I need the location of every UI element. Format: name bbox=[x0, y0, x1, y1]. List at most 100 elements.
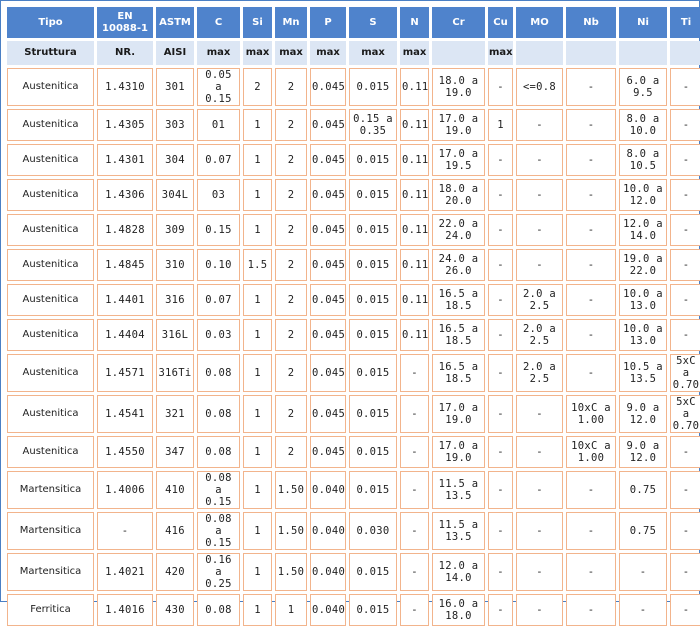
table-row: Martensitica 1.4021 420 0.16 a 0.25 1 1.50 0.0… bbox=[7, 553, 700, 591]
cell-mn: 2 bbox=[275, 319, 307, 351]
cell-tipo: Austenitica bbox=[7, 284, 94, 316]
cell-cu: - bbox=[488, 179, 513, 211]
cell-si: 1 bbox=[243, 594, 272, 626]
cell-n: - bbox=[400, 471, 429, 509]
cell-cu: - bbox=[488, 436, 513, 468]
table-row: Martensitica -416 0.08 a 0.15 1 1.50 0.040 0.0… bbox=[7, 512, 700, 550]
cell-si: 1 bbox=[243, 436, 272, 468]
cell-n: - bbox=[400, 512, 429, 550]
cell-c: 0.08 bbox=[197, 395, 240, 433]
header-cell-c: C bbox=[197, 7, 240, 38]
cell-mo: - bbox=[516, 471, 563, 509]
subheader-cell-tipo: Struttura bbox=[7, 41, 94, 65]
cell-s: 0.015 bbox=[349, 354, 397, 392]
cell-en-10088-1: 1.4006 bbox=[97, 471, 153, 509]
cell-c: 0.03 bbox=[197, 319, 240, 351]
cell-tipo: Austenitica bbox=[7, 354, 94, 392]
cell-si: 1 bbox=[243, 284, 272, 316]
cell-tipo: Ferritica bbox=[7, 594, 94, 626]
cell-en-10088-1: - bbox=[97, 512, 153, 550]
cell-ti: - bbox=[670, 68, 700, 106]
cell-en-10088-1: 1.4016 bbox=[97, 594, 153, 626]
cell-nb: - bbox=[566, 214, 616, 246]
cell-s: 0.015 bbox=[349, 436, 397, 468]
cell-en-10088-1: 1.4306 bbox=[97, 179, 153, 211]
cell-mn: 2 bbox=[275, 109, 307, 141]
cell-s: 0.015 bbox=[349, 144, 397, 176]
cell-astm: 303 bbox=[156, 109, 194, 141]
cell-s: 0.015 bbox=[349, 68, 397, 106]
cell-s: 0.015 bbox=[349, 471, 397, 509]
cell-mo: <=0.8 bbox=[516, 68, 563, 106]
cell-tipo: Austenitica bbox=[7, 68, 94, 106]
table-row: Ferritica 1.4016 430 0.08 1 1 0.040 0.015-16.0 … bbox=[7, 594, 700, 626]
cell-c: 0.07 bbox=[197, 144, 240, 176]
cell-s: 0.015 bbox=[349, 594, 397, 626]
cell-ti: - bbox=[670, 284, 700, 316]
cell-ni: 10.0 a 13.0 bbox=[619, 319, 667, 351]
cell-p: 0.045 bbox=[310, 68, 346, 106]
cell-nb: - bbox=[566, 471, 616, 509]
cell-cr: 18.0 a 19.0 bbox=[432, 68, 485, 106]
cell-mn: 1.50 bbox=[275, 471, 307, 509]
cell-p: 0.045 bbox=[310, 436, 346, 468]
header-cell-tipo: Tipo bbox=[7, 7, 94, 38]
subheader-cell-cu: max bbox=[488, 41, 513, 65]
cell-cu: - bbox=[488, 512, 513, 550]
cell-p: 0.045 bbox=[310, 249, 346, 281]
cell-cr: 22.0 a 24.0 bbox=[432, 214, 485, 246]
cell-cu: - bbox=[488, 395, 513, 433]
subheader-cell-ni bbox=[619, 41, 667, 65]
cell-en-10088-1: 1.4828 bbox=[97, 214, 153, 246]
cell-astm: 316 bbox=[156, 284, 194, 316]
cell-cr: 18.0 a 20.0 bbox=[432, 179, 485, 211]
cell-mo: - bbox=[516, 214, 563, 246]
cell-nb: - bbox=[566, 512, 616, 550]
cell-ni: 0.75 bbox=[619, 512, 667, 550]
cell-n: 0.11 bbox=[400, 179, 429, 211]
cell-nb: - bbox=[566, 144, 616, 176]
cell-cr: 16.5 a 18.5 bbox=[432, 319, 485, 351]
cell-s: 0.15 a 0.35 bbox=[349, 109, 397, 141]
cell-en-10088-1: 1.4021 bbox=[97, 553, 153, 591]
table-row: Austenitica 1.4306 304L 03 1 2 0.045 0.015 0.11 1… bbox=[7, 179, 700, 211]
cell-ti: - bbox=[670, 553, 700, 591]
cell-tipo: Martensitica bbox=[7, 512, 94, 550]
table-row: Austenitica 1.4310 301 0.05 a 0.15 2 2 0.045 0.… bbox=[7, 68, 700, 106]
cell-nb: 10xC a 1.00 bbox=[566, 436, 616, 468]
cell-ti: 5xC a 0.70 bbox=[670, 395, 700, 433]
cell-cr: 11.5 a 13.5 bbox=[432, 512, 485, 550]
cell-cu: - bbox=[488, 354, 513, 392]
subheader-cell-mo bbox=[516, 41, 563, 65]
cell-ti: - bbox=[670, 436, 700, 468]
steel-composition-table: Tipo EN 10088-1 ASTM C Si Mn P S N Cr Cu MO Nb Ni Ti S… bbox=[4, 4, 700, 629]
cell-s: 0.030 bbox=[349, 512, 397, 550]
cell-tipo: Martensitica bbox=[7, 553, 94, 591]
cell-astm: 316Ti bbox=[156, 354, 194, 392]
cell-en-10088-1: 1.4550 bbox=[97, 436, 153, 468]
cell-astm: 416 bbox=[156, 512, 194, 550]
cell-mn: 2 bbox=[275, 144, 307, 176]
cell-mo: - bbox=[516, 553, 563, 591]
cell-c: 0.08 bbox=[197, 436, 240, 468]
cell-si: 1 bbox=[243, 354, 272, 392]
subheader-row: Struttura NR. AISI max max max max max max max bbox=[7, 41, 700, 65]
cell-en-10088-1: 1.4541 bbox=[97, 395, 153, 433]
cell-tipo: Austenitica bbox=[7, 249, 94, 281]
cell-tipo: Austenitica bbox=[7, 144, 94, 176]
cell-p: 0.045 bbox=[310, 284, 346, 316]
cell-ni: 8.0 a 10.5 bbox=[619, 144, 667, 176]
cell-ni: 9.0 a 12.0 bbox=[619, 436, 667, 468]
table-body: Austenitica 1.4310 301 0.05 a 0.15 2 2 0.045 0.… bbox=[7, 68, 700, 626]
cell-tipo: Martensitica bbox=[7, 471, 94, 509]
cell-mo: - bbox=[516, 395, 563, 433]
cell-si: 1 bbox=[243, 553, 272, 591]
cell-c: 0.07 bbox=[197, 284, 240, 316]
cell-astm: 347 bbox=[156, 436, 194, 468]
table-row: Austenitica 1.4828 309 0.15 1 2 0.045 0.015 0.11… bbox=[7, 214, 700, 246]
cell-cu: - bbox=[488, 284, 513, 316]
cell-en-10088-1: 1.4845 bbox=[97, 249, 153, 281]
cell-astm: 301 bbox=[156, 68, 194, 106]
cell-astm: 410 bbox=[156, 471, 194, 509]
cell-ti: 5xC a 0.70 bbox=[670, 354, 700, 392]
